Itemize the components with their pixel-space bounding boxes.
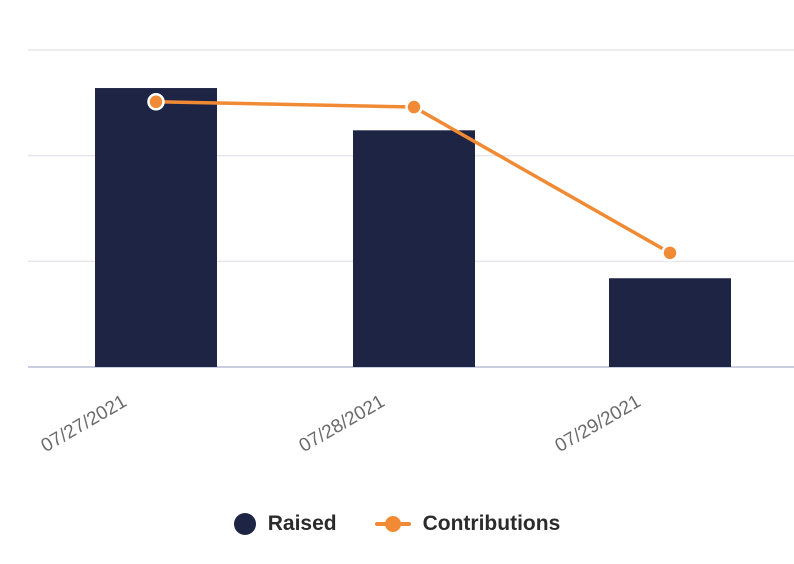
x-axis-tick-labels: 07/27/2021 07/28/2021 07/29/2021	[38, 391, 645, 457]
x-tick-label: 07/29/2021	[552, 391, 645, 457]
chart: 07/27/2021 07/28/2021 07/29/2021	[28, 49, 794, 457]
bar-raised[interactable]	[609, 278, 731, 367]
legend: Raised Contributions	[0, 504, 794, 544]
point-contributions[interactable]	[405, 98, 423, 116]
x-tick-label: 07/28/2021	[296, 391, 389, 457]
point-contributions[interactable]	[661, 244, 679, 262]
legend-label-contributions: Contributions	[422, 512, 561, 535]
bar-series-raised	[95, 88, 731, 367]
legend-marker-raised	[233, 513, 256, 535]
bar-raised[interactable]	[353, 130, 475, 367]
bar-raised[interactable]	[95, 88, 217, 367]
point-contributions[interactable]	[147, 93, 165, 111]
legend-label-raised: Raised	[267, 512, 337, 535]
line-series-contributions	[147, 93, 679, 262]
x-tick-label: 07/27/2021	[38, 391, 131, 457]
legend-item-contributions[interactable]: Contributions	[374, 512, 561, 536]
legend-item-raised[interactable]: Raised	[233, 512, 337, 536]
legend-marker-contributions	[374, 513, 411, 535]
